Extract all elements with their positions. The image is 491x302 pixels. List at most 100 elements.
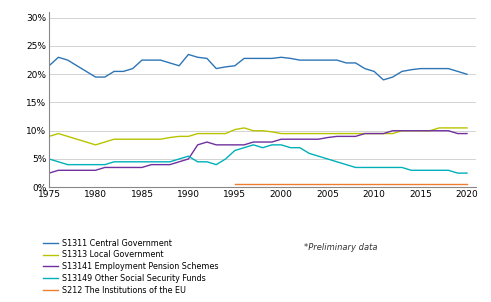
S13141 Employment Pension Schemes	[65, 169, 71, 172]
S1313 Local Government	[288, 132, 294, 135]
S13149 Other Social Security Funds	[241, 146, 247, 149]
S13149 Other Social Security Funds	[297, 146, 303, 149]
S1313 Local Government	[241, 126, 247, 130]
S1313 Local Government	[83, 140, 89, 144]
S1313 Local Government	[260, 129, 266, 133]
S1311 Central Government	[306, 58, 312, 62]
S13141 Employment Pension Schemes	[343, 135, 349, 138]
S13149 Other Social Security Funds	[83, 163, 89, 166]
S13141 Employment Pension Schemes	[436, 129, 442, 133]
S1313 Local Government	[269, 130, 275, 134]
S13141 Employment Pension Schemes	[83, 169, 89, 172]
S1313 Local Government	[167, 136, 173, 139]
S13141 Employment Pension Schemes	[390, 129, 396, 133]
S13149 Other Social Security Funds	[111, 160, 117, 164]
S13149 Other Social Security Funds	[222, 157, 228, 161]
S13149 Other Social Security Funds	[464, 171, 470, 175]
S13141 Employment Pension Schemes	[399, 129, 405, 133]
S1313 Local Government	[297, 132, 303, 135]
S13141 Employment Pension Schemes	[120, 166, 126, 169]
S13149 Other Social Security Funds	[325, 157, 330, 161]
S1313 Local Government	[204, 132, 210, 135]
S1311 Central Government	[55, 56, 61, 59]
Line: S13149 Other Social Security Funds: S13149 Other Social Security Funds	[49, 145, 467, 173]
S1313 Local Government	[278, 132, 284, 135]
S212 The Institutions of the EU	[371, 183, 377, 186]
S1313 Local Government	[186, 135, 191, 138]
S1311 Central Government	[232, 64, 238, 68]
S1313 Local Government	[362, 132, 368, 135]
S1313 Local Government	[464, 126, 470, 130]
S1313 Local Government	[381, 132, 386, 135]
S1313 Local Government	[436, 126, 442, 130]
S212 The Institutions of the EU	[445, 183, 451, 186]
S13141 Employment Pension Schemes	[427, 129, 433, 133]
S212 The Institutions of the EU	[464, 183, 470, 186]
S13149 Other Social Security Funds	[315, 154, 321, 158]
S13149 Other Social Security Funds	[74, 163, 80, 166]
S1313 Local Government	[148, 137, 154, 141]
S13141 Employment Pension Schemes	[46, 171, 52, 175]
S1311 Central Government	[130, 67, 136, 70]
S13141 Employment Pension Schemes	[250, 140, 256, 144]
S212 The Institutions of the EU	[288, 183, 294, 186]
S13149 Other Social Security Funds	[278, 143, 284, 147]
S212 The Institutions of the EU	[269, 183, 275, 186]
S13149 Other Social Security Funds	[158, 160, 164, 164]
S1311 Central Government	[418, 67, 424, 70]
S1311 Central Government	[120, 69, 126, 73]
S13149 Other Social Security Funds	[390, 166, 396, 169]
S1311 Central Government	[455, 69, 461, 73]
S13149 Other Social Security Funds	[186, 154, 191, 158]
S13141 Employment Pension Schemes	[204, 140, 210, 144]
S13141 Employment Pension Schemes	[130, 166, 136, 169]
S1311 Central Government	[111, 69, 117, 73]
S212 The Institutions of the EU	[315, 183, 321, 186]
S1313 Local Government	[139, 137, 145, 141]
S13149 Other Social Security Funds	[353, 166, 358, 169]
S1311 Central Government	[353, 61, 358, 65]
S1311 Central Government	[278, 56, 284, 59]
S1313 Local Government	[343, 132, 349, 135]
S1311 Central Government	[250, 56, 256, 60]
S212 The Institutions of the EU	[250, 183, 256, 186]
Line: S1311 Central Government: S1311 Central Government	[49, 54, 467, 80]
S1313 Local Government	[445, 126, 451, 130]
S1313 Local Government	[353, 132, 358, 135]
S13141 Employment Pension Schemes	[102, 166, 108, 169]
S212 The Institutions of the EU	[278, 183, 284, 186]
S13141 Employment Pension Schemes	[158, 163, 164, 166]
S1313 Local Government	[55, 132, 61, 135]
S13149 Other Social Security Funds	[455, 171, 461, 175]
S212 The Institutions of the EU	[343, 183, 349, 186]
S1311 Central Government	[409, 68, 414, 72]
S13141 Employment Pension Schemes	[74, 169, 80, 172]
S1311 Central Government	[362, 67, 368, 70]
S13141 Employment Pension Schemes	[176, 160, 182, 164]
S1311 Central Government	[399, 69, 405, 73]
S13141 Employment Pension Schemes	[213, 143, 219, 147]
S1313 Local Government	[250, 129, 256, 133]
S1313 Local Government	[334, 132, 340, 135]
S13141 Employment Pension Schemes	[241, 143, 247, 147]
S1311 Central Government	[390, 75, 396, 79]
S13141 Employment Pension Schemes	[464, 132, 470, 135]
S1313 Local Government	[222, 132, 228, 135]
S13149 Other Social Security Funds	[427, 169, 433, 172]
S1311 Central Government	[167, 61, 173, 65]
Text: *Preliminary data: *Preliminary data	[304, 243, 378, 252]
S13149 Other Social Security Funds	[167, 160, 173, 164]
S1311 Central Government	[148, 58, 154, 62]
S13149 Other Social Security Funds	[288, 146, 294, 149]
S1311 Central Government	[464, 72, 470, 76]
S13141 Employment Pension Schemes	[139, 166, 145, 169]
S1311 Central Government	[315, 58, 321, 62]
S1313 Local Government	[46, 135, 52, 138]
S13141 Employment Pension Schemes	[353, 135, 358, 138]
S13141 Employment Pension Schemes	[222, 143, 228, 147]
S1311 Central Government	[186, 53, 191, 56]
S1311 Central Government	[325, 58, 330, 62]
S13149 Other Social Security Funds	[176, 157, 182, 161]
S212 The Institutions of the EU	[409, 183, 414, 186]
S1313 Local Government	[390, 132, 396, 135]
